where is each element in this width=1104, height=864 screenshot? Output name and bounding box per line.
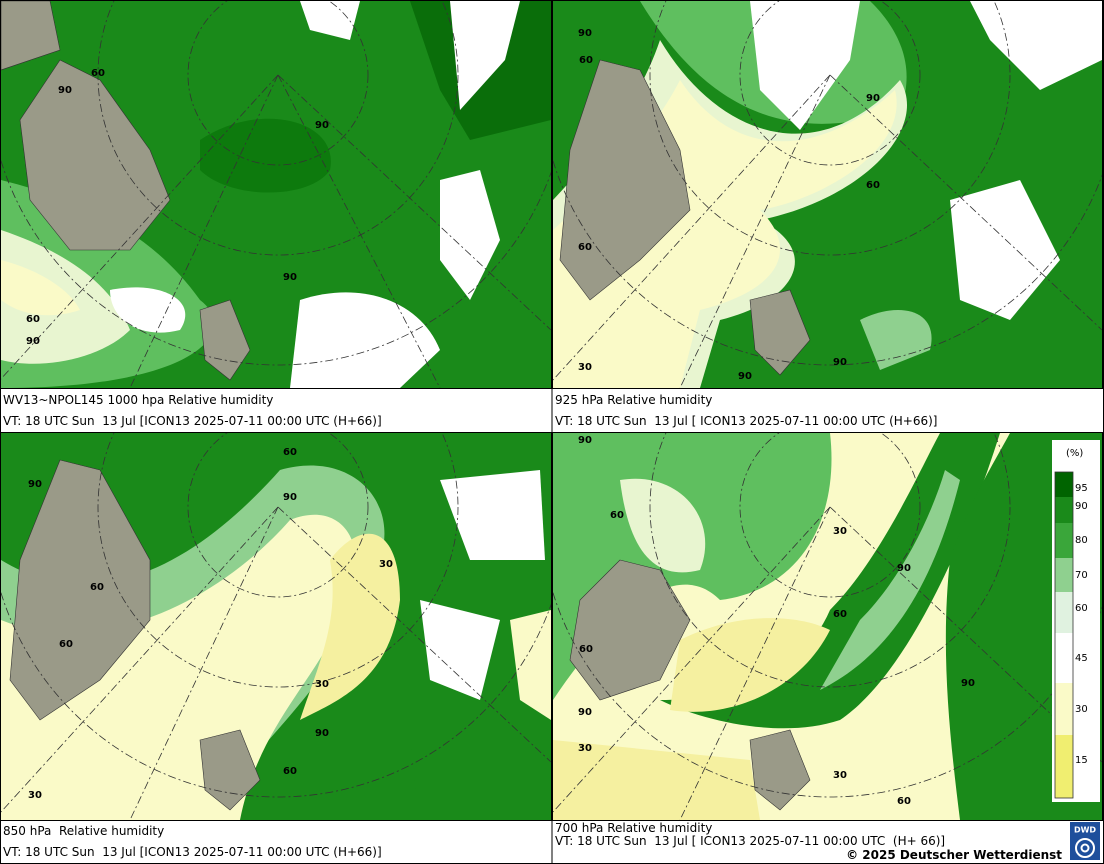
contour-labels: 90 60 90 90 60 90 xyxy=(26,68,329,347)
contour-labels: 90 60 30 90 60 60 90 90 30 30 60 xyxy=(578,435,975,807)
colorbar-label: 60 xyxy=(1075,603,1088,614)
contour-label: 90 xyxy=(315,728,329,739)
contour-label: 30 xyxy=(833,526,847,537)
contour-label: 30 xyxy=(315,679,329,690)
contour-label: 60 xyxy=(578,242,592,253)
colorbar-label: 45 xyxy=(1075,653,1088,664)
contour-label: 60 xyxy=(866,180,880,191)
colorbar: (%) 95 90 80 70 60 45 30 15 xyxy=(1052,440,1100,802)
contour-label: 60 xyxy=(833,609,847,620)
panel-title: 700 hPa Relative humidity xyxy=(555,821,712,835)
panel-title: 925 hPa Relative humidity xyxy=(555,393,712,407)
contour-labels: 90 60 90 30 60 60 30 90 60 30 xyxy=(28,447,393,801)
contour-label: 60 xyxy=(91,68,105,79)
contour-label: 90 xyxy=(26,336,40,347)
contour-label: 60 xyxy=(610,510,624,521)
contour-label: 90 xyxy=(315,120,329,131)
colorbar-label: 30 xyxy=(1075,704,1088,715)
contour-label: 90 xyxy=(578,707,592,718)
map-panel xyxy=(553,1,1102,388)
contour-label: 60 xyxy=(283,766,297,777)
contour-label: 60 xyxy=(90,582,104,593)
contour-label: 30 xyxy=(578,362,592,373)
colorbar-label: 80 xyxy=(1075,535,1088,546)
colorbar-unit: (%) xyxy=(1066,448,1083,459)
contour-label: 30 xyxy=(578,743,592,754)
colorbar-label: 90 xyxy=(1075,501,1088,512)
contour-label: 60 xyxy=(283,447,297,458)
contour-labels: 90 60 90 60 60 90 90 30 xyxy=(578,28,880,382)
map-panel xyxy=(1,433,551,820)
panel-valid-time: VT: 18 UTC Sun 13 Jul [ICON13 2025-07-11… xyxy=(3,414,382,428)
panel-title: 850 hPa Relative humidity xyxy=(3,824,164,838)
map-panel xyxy=(553,433,1102,820)
colorbar-label: 15 xyxy=(1075,755,1088,766)
map-panel xyxy=(1,1,551,388)
contour-label: 90 xyxy=(866,93,880,104)
contour-label: 60 xyxy=(579,55,593,66)
contour-label: 90 xyxy=(283,492,297,503)
contour-label: 30 xyxy=(379,559,393,570)
contour-label: 90 xyxy=(28,479,42,490)
contour-label: 90 xyxy=(578,435,592,446)
contour-label: 90 xyxy=(897,563,911,574)
contour-label: 60 xyxy=(897,796,911,807)
panel-valid-time: VT: 18 UTC Sun 13 Jul [ ICON13 2025-07-1… xyxy=(555,414,937,428)
contour-label: 90 xyxy=(961,678,975,689)
contour-label: 60 xyxy=(579,644,593,655)
contour-label: 90 xyxy=(58,85,72,96)
colorbar-label: 95 xyxy=(1075,483,1088,494)
dwd-logo: DWD xyxy=(1070,822,1100,860)
contour-label: 90 xyxy=(578,28,592,39)
colorbar-label: 70 xyxy=(1075,570,1088,581)
contour-label: 60 xyxy=(59,639,73,650)
panel-title: WV13~NPOL145 1000 hpa Relative humidity xyxy=(3,393,273,407)
contour-label: 90 xyxy=(283,272,297,283)
copyright: © 2025 Deutscher Wetterdienst xyxy=(846,848,1062,862)
contour-label: 30 xyxy=(833,770,847,781)
contour-label: 90 xyxy=(738,371,752,382)
panel-valid-time: VT: 18 UTC Sun 13 Jul [ ICON13 2025-07-1… xyxy=(555,834,945,848)
logo-text: DWD xyxy=(1074,826,1096,835)
contour-label: 30 xyxy=(28,790,42,801)
contour-label: 90 xyxy=(833,357,847,368)
panel-valid-time: VT: 18 UTC Sun 13 Jul [ICON13 2025-07-11… xyxy=(3,845,382,859)
contour-label: 60 xyxy=(26,314,40,325)
